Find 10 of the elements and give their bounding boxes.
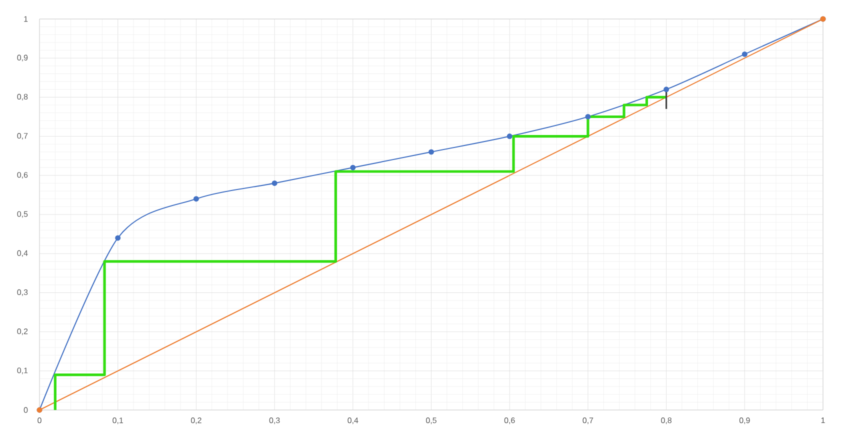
- line-series: [54, 96, 668, 412]
- point: [742, 51, 748, 57]
- point: [428, 149, 434, 155]
- point: [193, 196, 199, 202]
- point: [585, 114, 591, 120]
- point: [664, 86, 670, 92]
- point: [350, 164, 356, 170]
- point: [115, 235, 121, 241]
- point: [506, 134, 512, 140]
- point: [272, 180, 278, 186]
